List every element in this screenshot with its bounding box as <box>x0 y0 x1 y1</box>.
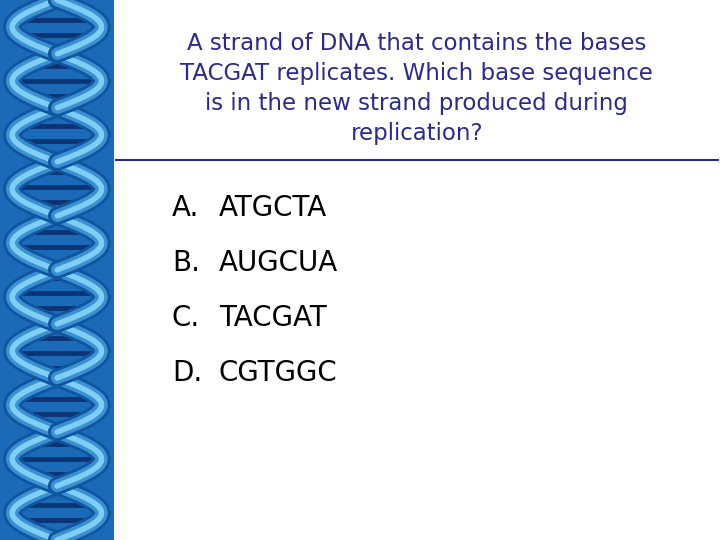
Text: replication?: replication? <box>351 122 483 145</box>
Text: ATGCTA: ATGCTA <box>219 194 327 222</box>
Text: D.: D. <box>172 359 202 387</box>
Text: B.: B. <box>172 249 199 277</box>
Text: TACGAT replicates. Which base sequence: TACGAT replicates. Which base sequence <box>181 62 653 85</box>
Text: A.: A. <box>172 194 199 222</box>
Text: A strand of DNA that contains the bases: A strand of DNA that contains the bases <box>187 32 647 55</box>
Text: CGTGGC: CGTGGC <box>219 359 338 387</box>
Text: TACGAT: TACGAT <box>219 304 326 332</box>
Text: AUGCUA: AUGCUA <box>219 249 338 277</box>
Text: C.: C. <box>172 304 200 332</box>
Text: is in the new strand produced during: is in the new strand produced during <box>205 92 629 115</box>
Bar <box>0 0 114 540</box>
Bar <box>114 0 720 540</box>
